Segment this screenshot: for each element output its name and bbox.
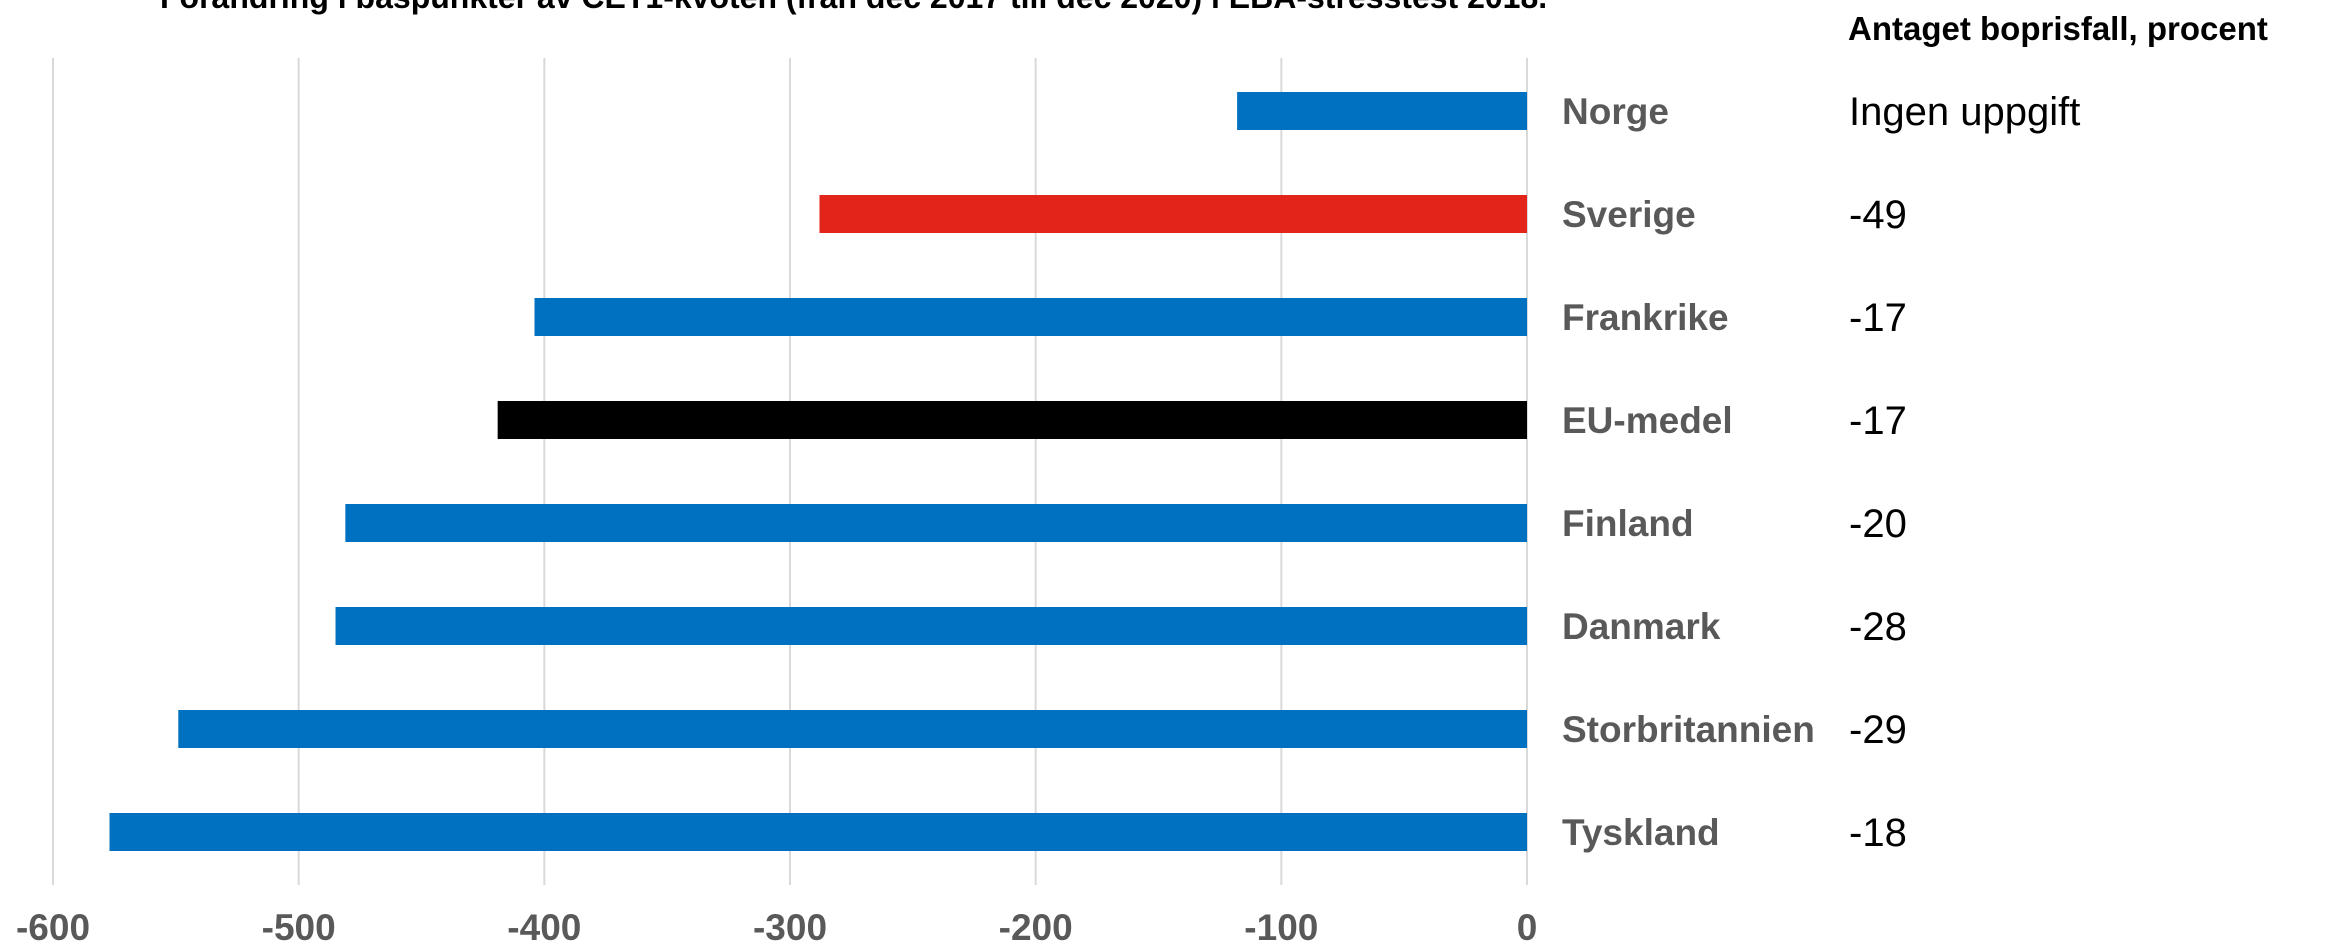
x-axis-tick-labels: -600 -500 -400 -300 -200 -100 0 [16,907,1537,944]
x-tick-label: -100 [1244,907,1318,944]
x-tick-label: -200 [999,907,1073,944]
category-label: Norge [1562,91,1669,132]
x-tick-label: -500 [262,907,336,944]
x-tick-label: -300 [753,907,827,944]
category-label: Storbritannien [1562,709,1815,750]
category-labels: Norge Sverige Frankrike EU-medel Finland Danm… [1562,91,1815,853]
bar [534,298,1527,336]
x-tick-label: 0 [1517,907,1538,944]
bar [1237,92,1527,130]
right-column-value: -17 [1849,399,1907,443]
gridlines [52,58,1528,885]
right-column-value: -18 [1849,811,1907,855]
right-column-value: -28 [1849,605,1907,649]
category-label: Tyskland [1562,812,1720,853]
right-column-value: -17 [1849,296,1907,340]
right-column-value: -49 [1849,193,1907,237]
bar [819,195,1527,233]
right-column-values: Ingen uppgift -49 -17 -17 -20 -28 -29 -18 [1849,90,2080,855]
bar [178,710,1527,748]
category-label: Danmark [1562,606,1721,647]
bar [497,401,1527,439]
right-column-title: Antaget boprisfall, procent [1848,10,2268,47]
right-column-value: -29 [1849,708,1907,752]
category-label: Sverige [1562,194,1696,235]
bar [109,813,1528,851]
bar [345,504,1528,542]
bar [335,607,1528,645]
x-tick-label: -600 [16,907,90,944]
chart-title: Förändring i baspunkter av CET1-kvoten (… [160,0,1547,15]
right-column-value: Ingen uppgift [1849,90,2080,134]
right-column-value: -20 [1849,502,1907,546]
category-label: Finland [1562,503,1694,544]
x-tick-label: -400 [507,907,581,944]
bars [109,92,1528,851]
category-label: EU-medel [1562,400,1733,441]
category-label: Frankrike [1562,297,1729,338]
